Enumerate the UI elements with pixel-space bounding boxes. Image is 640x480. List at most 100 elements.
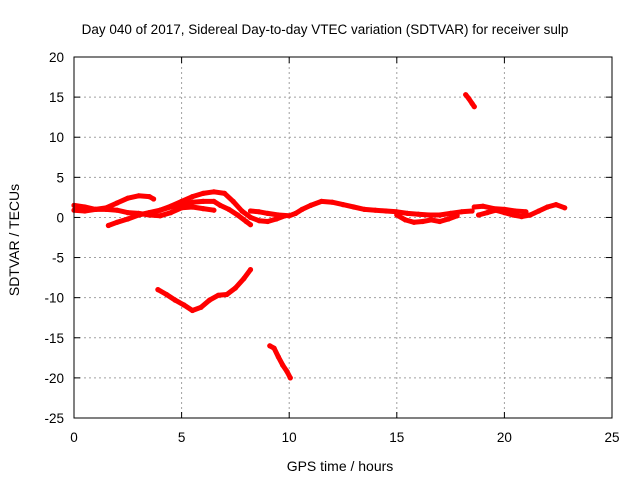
data-series-layer	[71, 92, 568, 381]
data-point	[82, 208, 88, 214]
data-point	[247, 214, 254, 220]
y-tick-labels: -25 -20 -15 -10 -5 0 5 10 15 20	[44, 50, 64, 426]
data-point	[247, 208, 254, 214]
data-point	[114, 200, 120, 206]
data-point	[189, 199, 195, 205]
data-point	[458, 209, 464, 215]
data-point	[168, 210, 174, 216]
data-point	[125, 216, 131, 222]
data-point	[211, 198, 217, 204]
data-point	[226, 206, 232, 212]
data-point	[125, 195, 131, 201]
data-series-arc-negative-dip	[155, 267, 254, 314]
data-point	[155, 287, 161, 293]
chart-title: Day 040 of 2017, Sidereal Day-to-day VTE…	[82, 22, 569, 37]
data-point	[340, 202, 346, 208]
x-tick-labels: 0 5 10 15 20 25	[70, 430, 619, 445]
data-point	[484, 210, 490, 216]
data-point	[351, 204, 357, 210]
data-point	[284, 368, 290, 375]
data-point	[222, 190, 228, 196]
y-tick-label: 20	[49, 50, 64, 65]
data-point	[136, 193, 142, 199]
data-point	[267, 343, 273, 349]
data-point	[207, 297, 213, 303]
data-point	[103, 206, 109, 212]
data-point	[217, 202, 223, 208]
data-point	[265, 218, 271, 225]
data-point	[480, 203, 486, 209]
data-point	[151, 196, 157, 202]
data-point	[318, 198, 325, 204]
data-point	[308, 202, 314, 208]
data-point	[454, 213, 460, 219]
data-series-arc-late-day-upper	[471, 203, 529, 215]
data-point	[235, 212, 241, 218]
data-series-arc-high-short	[463, 92, 477, 110]
data-point	[476, 212, 482, 218]
x-tick-label: 15	[389, 430, 404, 445]
data-point	[224, 291, 230, 298]
data-point	[265, 210, 271, 216]
data-point	[114, 219, 120, 225]
data-point	[275, 354, 281, 360]
data-point	[136, 212, 142, 218]
data-point	[553, 202, 559, 208]
data-point	[501, 206, 507, 212]
data-point	[181, 302, 187, 308]
data-point	[280, 362, 286, 368]
data-series-arc-steep-descent	[267, 343, 293, 381]
y-tick-label: -15	[44, 331, 64, 346]
data-point	[230, 198, 236, 204]
data-point	[146, 210, 152, 216]
x-tick-label: 20	[497, 430, 512, 445]
data-point	[448, 210, 454, 216]
data-point	[179, 198, 185, 204]
plot-frame	[73, 56, 613, 419]
data-point	[471, 104, 477, 110]
data-point	[329, 199, 335, 205]
data-point	[437, 212, 443, 218]
data-point	[189, 194, 195, 200]
data-point	[92, 206, 99, 212]
data-point	[247, 222, 254, 228]
y-tick-label: -5	[52, 251, 64, 266]
data-point	[299, 206, 305, 212]
data-point	[146, 194, 152, 200]
data-point	[157, 207, 163, 213]
data-point	[411, 219, 417, 225]
data-point	[463, 92, 469, 98]
data-point	[172, 297, 178, 303]
y-tick-label: 5	[56, 170, 64, 185]
data-point	[256, 209, 262, 215]
data-point	[420, 218, 426, 225]
data-point	[287, 375, 293, 381]
data-point	[428, 217, 434, 223]
data-point	[200, 206, 206, 212]
data-point	[200, 198, 206, 204]
data-point	[189, 204, 195, 210]
data-point	[466, 96, 472, 102]
y-tick-label: 10	[49, 130, 64, 145]
y-axis-label: SDTVAR / TECUs	[6, 184, 22, 296]
data-point	[469, 208, 475, 214]
data-point	[512, 208, 518, 214]
data-point	[241, 275, 247, 281]
data-point	[536, 208, 542, 214]
data-point	[189, 307, 195, 314]
data-point	[275, 212, 281, 218]
x-axis-label: GPS time / hours	[287, 458, 394, 474]
data-point	[293, 210, 299, 216]
y-tick-label: 15	[49, 90, 64, 105]
data-point	[105, 222, 111, 229]
data-point	[215, 292, 221, 298]
data-point	[243, 218, 249, 225]
grid-lines	[74, 57, 612, 418]
data-point	[471, 204, 477, 210]
data-point	[519, 214, 525, 220]
data-point	[510, 212, 516, 218]
data-point	[211, 207, 217, 213]
y-tick-label: 0	[56, 210, 64, 225]
data-point	[491, 206, 497, 212]
